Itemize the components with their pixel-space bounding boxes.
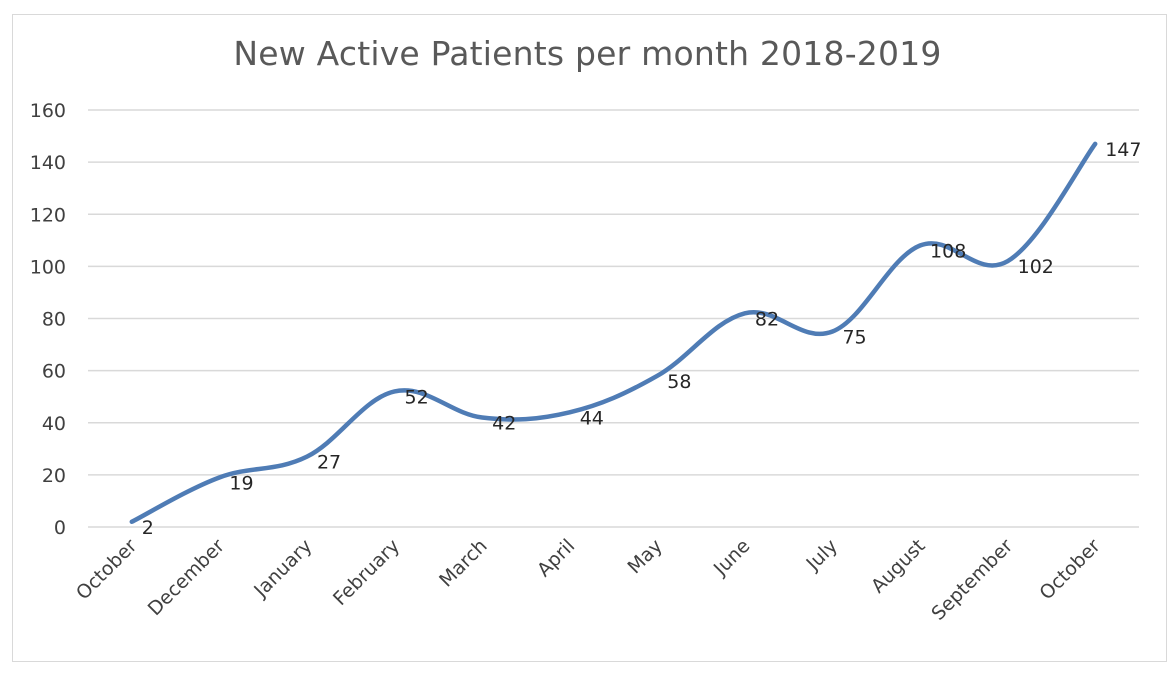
chart-frame <box>12 14 1167 662</box>
data-labels: 2 19 27 52 42 44 58 82 75 108 102 147 <box>142 139 1142 539</box>
x-tick-label: August <box>867 535 930 598</box>
x-tick-label: January <box>249 535 316 602</box>
y-tick-label: 100 <box>30 256 66 278</box>
y-tick-label: 160 <box>30 100 66 122</box>
x-tick-label: December <box>144 535 229 620</box>
y-tick-label: 140 <box>30 152 66 174</box>
x-tick-label: February <box>329 535 404 610</box>
chart-title: New Active Patients per month 2018-2019 <box>233 34 942 73</box>
x-tick-label: June <box>709 535 755 581</box>
x-axis-ticks: October December January February March April… <box>72 535 1105 625</box>
x-tick-label: September <box>927 535 1017 625</box>
x-tick-label: October <box>72 535 141 604</box>
y-axis-ticks: 0 20 40 60 80 100 120 140 160 <box>30 100 66 539</box>
data-label: 52 <box>405 386 429 408</box>
x-tick-label: April <box>533 535 579 581</box>
data-label: 102 <box>1018 256 1054 278</box>
data-label: 75 <box>842 327 866 349</box>
x-tick-label: May <box>623 535 666 578</box>
data-label: 42 <box>492 413 516 435</box>
gridlines <box>88 109 1139 528</box>
data-label: 2 <box>142 517 154 539</box>
data-label: 108 <box>930 241 966 263</box>
x-tick-label: October <box>1035 535 1104 604</box>
series-line-group <box>129 141 1098 525</box>
data-label: 147 <box>1105 139 1141 161</box>
data-label: 44 <box>580 407 604 429</box>
y-tick-label: 20 <box>42 465 66 487</box>
data-label: 58 <box>667 371 691 393</box>
data-label: 19 <box>229 472 253 494</box>
x-tick-label: March <box>435 535 492 592</box>
y-tick-label: 60 <box>42 361 66 383</box>
data-label: 27 <box>317 452 341 474</box>
y-tick-label: 80 <box>42 309 66 331</box>
y-tick-label: 40 <box>42 413 66 435</box>
x-tick-label: July <box>802 535 842 575</box>
series-line <box>129 141 1098 525</box>
data-label: 82 <box>755 308 779 330</box>
y-tick-label: 0 <box>54 517 66 539</box>
y-tick-label: 120 <box>30 204 66 226</box>
